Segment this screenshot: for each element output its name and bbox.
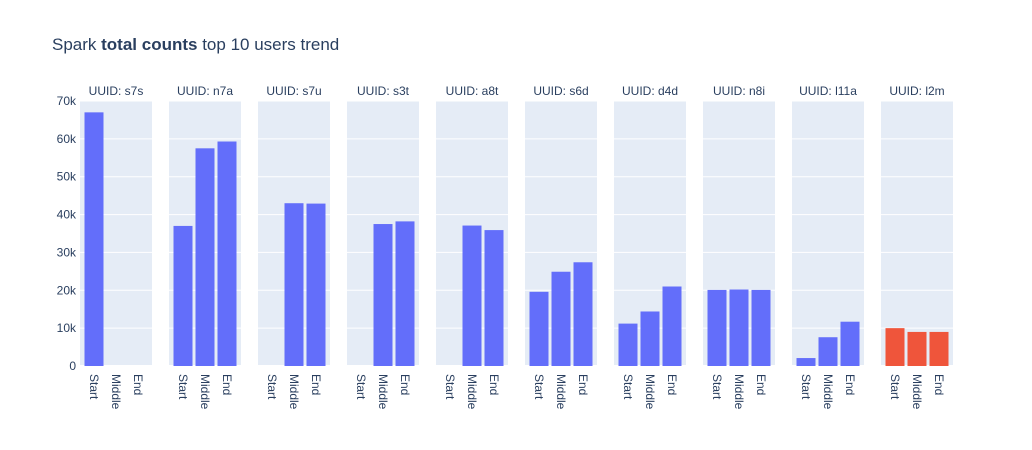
subplot-title: UUID: n7a xyxy=(177,84,233,98)
bar xyxy=(373,224,393,366)
bar xyxy=(529,291,549,366)
bar xyxy=(751,289,771,366)
x-tick-label: Middle xyxy=(554,374,568,410)
bar xyxy=(573,262,593,366)
x-tick-label: End xyxy=(932,374,946,395)
subplot-panel: UUID: s6d Start Middle End xyxy=(525,84,597,410)
bar xyxy=(885,328,905,366)
subplot-panel: UUID: n8i Start Middle End xyxy=(703,84,775,410)
x-tick-label: Middle xyxy=(643,374,657,410)
y-tick-label: 40k xyxy=(57,208,77,222)
bar xyxy=(640,311,660,366)
subplot-title: UUID: d4d xyxy=(622,84,678,98)
x-tick-label: End xyxy=(220,374,234,395)
x-tick-label: Middle xyxy=(287,374,301,410)
subplot-title: UUID: n8i xyxy=(713,84,765,98)
subplot-panel: UUID: d4d Start Middle End xyxy=(614,84,686,410)
subplot-title: UUID: s7u xyxy=(266,84,321,98)
bar xyxy=(284,203,304,366)
y-tick-label: 0 xyxy=(69,359,76,373)
x-tick-label: Start xyxy=(888,374,902,400)
subplot-title: UUID: a8t xyxy=(446,84,499,98)
y-tick-label: 70k xyxy=(57,94,77,108)
subplot-title: UUID: l2m xyxy=(889,84,944,98)
x-tick-label: End xyxy=(754,374,768,395)
bar xyxy=(551,271,571,366)
x-tick-label: Middle xyxy=(109,374,123,410)
x-tick-label: Start xyxy=(354,374,368,400)
x-tick-label: Start xyxy=(87,374,101,400)
bar xyxy=(306,203,326,366)
x-tick-label: End xyxy=(665,374,679,395)
subplot-panel: UUID: s7s Start Middle End xyxy=(80,84,152,410)
y-axis: 0 10k 20k 30k 40k 50k 60k 70k xyxy=(57,94,77,373)
y-tick-label: 30k xyxy=(57,245,77,259)
x-tick-label: End xyxy=(309,374,323,395)
x-tick-label: Start xyxy=(799,374,813,400)
x-tick-label: Middle xyxy=(376,374,390,410)
bar xyxy=(618,323,638,366)
subplot-panel: UUID: s7u Start Middle End xyxy=(258,84,330,410)
x-tick-label: Middle xyxy=(465,374,479,410)
x-tick-label: End xyxy=(843,374,857,395)
subplot-title: UUID: s7s xyxy=(89,84,144,98)
x-tick-label: End xyxy=(487,374,501,395)
x-tick-label: Middle xyxy=(732,374,746,410)
bar xyxy=(907,331,927,366)
y-tick-label: 10k xyxy=(57,321,77,335)
x-tick-label: End xyxy=(398,374,412,395)
chart-panels: UUID: s7s Start Middle End UUID: n7a Start Mid… xyxy=(80,84,953,410)
bar xyxy=(484,230,504,366)
x-tick-label: Middle xyxy=(198,374,212,410)
bar xyxy=(818,337,838,366)
bar xyxy=(84,112,104,366)
bar xyxy=(929,331,949,366)
subplot-title: UUID: l11a xyxy=(799,84,857,98)
bar xyxy=(173,225,193,366)
bar xyxy=(462,225,482,366)
x-tick-label: Middle xyxy=(910,374,924,410)
plot-background xyxy=(881,101,953,366)
y-tick-label: 20k xyxy=(57,283,77,297)
subplot-title: UUID: s3t xyxy=(357,84,410,98)
y-tick-label: 50k xyxy=(57,170,77,184)
x-tick-label: Start xyxy=(443,374,457,400)
bar xyxy=(707,289,727,366)
bar xyxy=(729,289,749,366)
x-tick-label: Start xyxy=(710,374,724,400)
subplot-panel: UUID: a8t Start Middle End xyxy=(436,84,508,410)
bar xyxy=(662,286,682,366)
x-tick-label: Start xyxy=(621,374,635,400)
bar xyxy=(195,148,215,366)
chart-title: Spark total counts top 10 users trend xyxy=(52,35,339,54)
x-tick-label: Start xyxy=(265,374,279,400)
bar xyxy=(217,141,237,366)
x-tick-label: End xyxy=(576,374,590,395)
subplot-title: UUID: s6d xyxy=(533,84,588,98)
x-tick-label: End xyxy=(131,374,145,395)
subplot-panel: UUID: l11a Start Middle End xyxy=(792,84,864,410)
bar xyxy=(395,221,415,366)
x-tick-label: Start xyxy=(532,374,546,400)
x-tick-label: Middle xyxy=(821,374,835,410)
subplot-panel: UUID: s3t Start Middle End xyxy=(347,84,419,410)
bar xyxy=(840,321,860,366)
subplot-panel: UUID: n7a Start Middle End xyxy=(169,84,241,410)
y-tick-label: 60k xyxy=(57,132,77,146)
x-tick-label: Start xyxy=(176,374,190,400)
subplot-panel: UUID: l2m Start Middle End xyxy=(881,84,953,410)
bar xyxy=(796,358,816,366)
